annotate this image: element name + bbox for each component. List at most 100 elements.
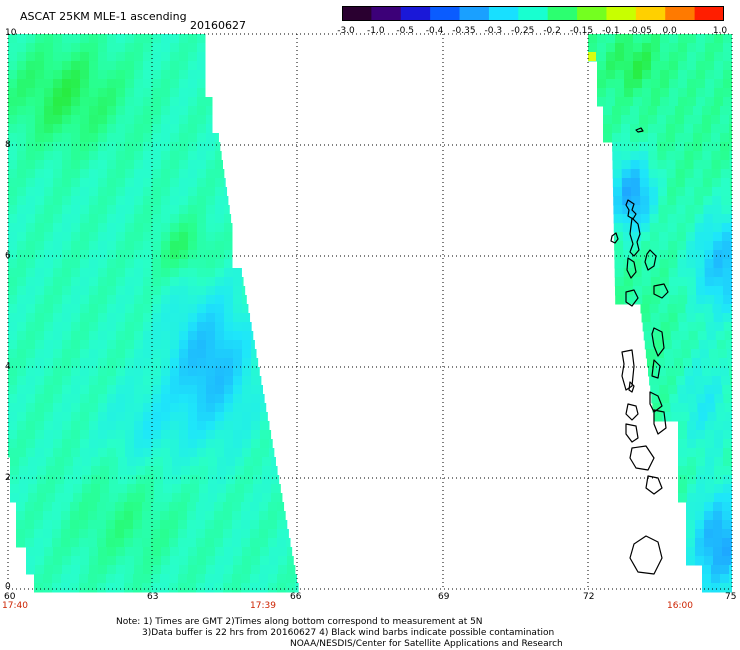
wind-cell (653, 412, 663, 422)
wind-cell (704, 529, 714, 539)
wind-cell (107, 160, 117, 170)
wind-cell (125, 79, 135, 89)
wind-cell (53, 565, 63, 575)
wind-cell (80, 412, 90, 422)
wind-cell (178, 574, 188, 584)
wind-cell (98, 223, 108, 233)
wind-cell (152, 223, 162, 233)
wind-cell (134, 565, 144, 575)
wind-cell (170, 412, 180, 422)
wind-cell (106, 574, 116, 584)
wind-cell (61, 583, 71, 593)
wind-cell (8, 304, 18, 314)
wind-cell (134, 367, 144, 377)
wind-cell (170, 547, 180, 557)
wind-cell (46, 457, 56, 467)
wind-cell (62, 88, 72, 98)
wind-cell (125, 322, 135, 332)
wind-cell (125, 142, 135, 152)
wind-cell (714, 97, 724, 107)
wind-cell (160, 583, 170, 593)
wind-cell (703, 205, 713, 215)
wind-cell (161, 115, 171, 125)
wind-cell (44, 322, 54, 332)
wind-cell (161, 403, 171, 413)
wind-cell (612, 142, 622, 152)
wind-cell (659, 313, 670, 323)
wind-cell (224, 250, 233, 260)
wind-cell (134, 115, 144, 125)
wind-cell (134, 421, 144, 431)
wind-cell (179, 169, 189, 179)
wind-cell (134, 259, 144, 269)
wind-cell (44, 79, 54, 89)
wind-cell (206, 349, 216, 359)
wind-cell (687, 448, 697, 458)
wind-cell (723, 439, 732, 449)
wind-cell (705, 439, 715, 449)
wind-cell (729, 115, 732, 125)
colorbar-tick-label: 1.0 (712, 26, 728, 36)
wind-cell (44, 187, 54, 197)
wind-cell (55, 475, 65, 485)
wind-cell (277, 502, 285, 512)
wind-cell (80, 304, 90, 314)
wind-cell (713, 268, 724, 278)
wind-cell (161, 322, 171, 332)
wind-cell (646, 358, 657, 368)
wind-cell (91, 493, 101, 503)
wind-cell (687, 61, 697, 71)
wind-cell (241, 520, 251, 530)
wind-cell (659, 268, 670, 278)
wind-cell (187, 538, 197, 548)
wind-cell (88, 502, 98, 512)
wind-cell (197, 259, 207, 269)
wind-cell (143, 70, 153, 80)
wind-cell (666, 133, 676, 143)
colorbar-tick-label: -0.2 (543, 26, 561, 36)
wind-cell (631, 223, 642, 233)
wind-cell (89, 358, 99, 368)
wind-cell (26, 286, 36, 296)
wind-cell (661, 331, 672, 341)
wind-cell (53, 169, 63, 179)
wind-cell (143, 61, 153, 71)
wind-cell (606, 79, 616, 89)
wind-cell (152, 43, 162, 53)
wind-cell (215, 169, 225, 179)
wind-cell (134, 295, 144, 305)
wind-cell (170, 178, 180, 188)
wind-cell (161, 565, 171, 575)
wind-cell (53, 394, 63, 404)
wind-cell (206, 430, 216, 440)
wind-cell (262, 475, 272, 485)
wind-cell (721, 214, 732, 224)
wind-cell (242, 430, 252, 440)
wind-cell (80, 448, 90, 458)
wind-cell (17, 196, 27, 206)
wind-cell (206, 97, 213, 107)
wind-cell (143, 196, 153, 206)
wind-cell (630, 133, 640, 143)
wind-cell (44, 448, 54, 458)
wind-cell (660, 61, 670, 71)
wind-cell (612, 133, 622, 143)
wind-cell (91, 475, 101, 485)
wind-cell (649, 232, 660, 242)
wind-cell (713, 520, 723, 530)
wind-cell (235, 466, 245, 476)
wind-cell (37, 457, 47, 467)
wind-cell (711, 151, 721, 161)
wind-cell (127, 457, 137, 467)
wind-cell (720, 574, 730, 584)
wind-cell (226, 475, 236, 485)
wind-cell (621, 106, 631, 116)
wind-cell (693, 169, 704, 179)
wind-cell (43, 520, 53, 530)
wind-cell (705, 322, 716, 332)
wind-cell (624, 52, 634, 62)
wind-cell (116, 376, 126, 386)
wind-cell (687, 457, 697, 467)
wind-cell (71, 385, 81, 395)
wind-cell (271, 493, 281, 503)
